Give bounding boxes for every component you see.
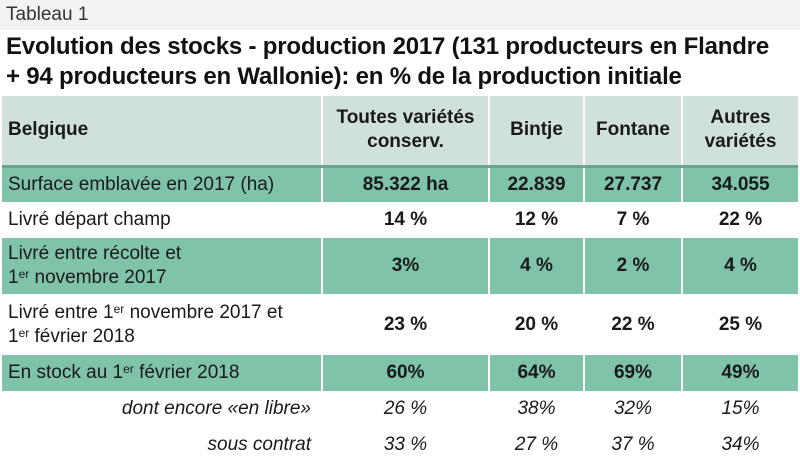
cell-contrat-fontane: 37 % (583, 427, 682, 463)
header-belgique: Belgique (2, 96, 322, 168)
cell-libre-toutes: 26 % (321, 391, 489, 427)
date-text: février 2018 (29, 325, 135, 347)
ordinal-suffix: er (123, 362, 134, 376)
row-contrat-label: sous contrat (207, 434, 312, 455)
row-libre: dont encore «en libre» 26 % 38% 32% 15% (2, 391, 798, 427)
row-surface-label: Surface emblavée en 2017 (ha) (8, 173, 275, 195)
cell-stock-fontane: 69% (583, 355, 682, 391)
table-title: Evolution des stocks - production 2017 (… (6, 32, 796, 92)
cell-champ-autres: 22 % (681, 202, 798, 238)
cell-libre-fontane: 32% (583, 391, 682, 427)
row-contrat: sous contrat 33 % 27 % 37 % 34% (2, 427, 798, 463)
row-livre-nov-fev-line-2: 1er février 2018 (8, 325, 315, 349)
cell-novfev-fontane: 22 % (583, 294, 682, 355)
ordinal-suffix: er (113, 301, 125, 316)
date-text: novembre 2017 et (124, 301, 283, 323)
ordinal-number: 1 (8, 325, 19, 347)
label-prefix: En stock au 1 (8, 362, 124, 383)
cell-novfev-autres: 25 % (681, 294, 798, 355)
cell-recolte-toutes: 3% (321, 238, 489, 294)
row-livre-recolte-line-1: Livré entre récolte et (8, 243, 182, 264)
header-toutes-varietes-line-1: Toutes variétés (336, 107, 475, 129)
cell-contrat-autres: 34% (681, 427, 798, 463)
row-livre-recolte: Livré entre récolte et 1er novembre 2017… (2, 238, 798, 294)
cell-stock-toutes: 60% (321, 355, 489, 391)
cell-stock-bintje: 64% (488, 355, 584, 391)
cell-libre-bintje: 38% (488, 391, 584, 427)
header-toutes-varietes: Toutes variétés conserv. (321, 96, 489, 168)
cell-stock-autres: 49% (681, 355, 798, 391)
cell-libre-autres: 15% (681, 391, 798, 427)
title-line-1: Evolution des stocks - production 2017 (… (6, 33, 769, 60)
row-livre-recolte-label: Livré entre récolte et 1er novembre 2017 (2, 238, 322, 294)
title-line-2: + 94 producteurs en Wallonie): en % de l… (6, 63, 682, 90)
cell-surface-bintje: 22.839 (488, 166, 584, 202)
cell-recolte-fontane: 2 % (583, 238, 682, 294)
row-livre-champ: Livré départ champ 14 % 12 % 7 % 22 % (2, 202, 798, 238)
cell-novfev-toutes: 23 % (321, 294, 489, 355)
date-text: novembre 2017 (29, 267, 167, 288)
cell-contrat-toutes: 33 % (321, 427, 489, 463)
row-livre-recolte-line-2: 1er novembre 2017 (8, 266, 315, 290)
date-text: février 2018 (133, 362, 240, 383)
header-toutes-varietes-line-2: conserv. (367, 131, 444, 153)
cell-champ-fontane: 7 % (583, 202, 682, 238)
cell-surface-fontane: 27.737 (583, 166, 682, 202)
cell-surface-toutes: 85.322 ha (321, 166, 489, 202)
row-livre-nov-fev-line-1: Livré entre 1er novembre 2017 et (8, 301, 315, 325)
ordinal-suffix: er (18, 325, 30, 340)
header-autres-line-2: variétés (704, 131, 777, 153)
row-stock-label: En stock au 1er février 2018 (2, 355, 322, 391)
cell-champ-bintje: 12 % (488, 202, 584, 238)
header-row: Belgique Toutes variétés conserv. Bintje… (2, 96, 798, 168)
ordinal-suffix: er (18, 267, 30, 281)
cell-recolte-autres: 4 % (681, 238, 798, 294)
label-prefix: Livré entre 1 (8, 301, 114, 323)
table-caption: Tableau 1 (6, 4, 89, 25)
header-autres-varietes: Autres variétés (681, 96, 798, 168)
row-livre-champ-label: Livré départ champ (8, 209, 171, 230)
cell-surface-autres: 34.055 (681, 166, 798, 202)
header-fontane: Fontane (583, 96, 682, 168)
header-bintje: Bintje (488, 96, 584, 168)
row-livre-nov-fev-label: Livré entre 1er novembre 2017 et 1er fév… (2, 294, 322, 355)
caption-bar (0, 0, 800, 30)
cell-champ-toutes: 14 % (321, 202, 489, 238)
cell-novfev-bintje: 20 % (488, 294, 584, 355)
ordinal-number: 1 (8, 267, 19, 288)
header-autres-line-1: Autres (710, 107, 771, 129)
cell-contrat-bintje: 27 % (488, 427, 584, 463)
row-surface: Surface emblavée en 2017 (ha) 85.322 ha … (2, 166, 798, 202)
row-stock: En stock au 1er février 2018 60% 64% 69%… (2, 355, 798, 391)
cell-recolte-bintje: 4 % (488, 238, 584, 294)
row-libre-label: dont encore «en libre» (121, 398, 311, 419)
row-livre-nov-fev: Livré entre 1er novembre 2017 et 1er fév… (2, 294, 798, 355)
stock-table: Belgique Toutes variétés conserv. Bintje… (2, 96, 798, 463)
